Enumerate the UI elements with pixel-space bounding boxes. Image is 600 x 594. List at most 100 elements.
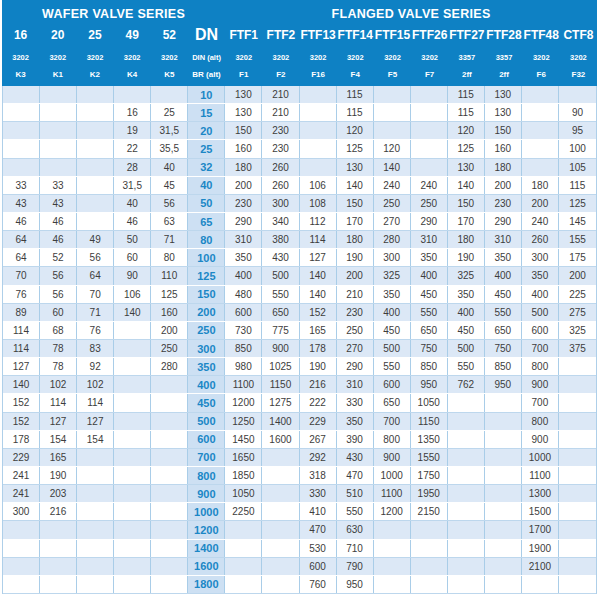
value-cell — [262, 576, 299, 593]
value-cell — [559, 394, 596, 411]
value-cell — [448, 394, 485, 411]
value-cell: 130 — [225, 86, 262, 103]
column-code-label: 2ff — [499, 70, 509, 79]
dn-cell: 50 — [188, 195, 225, 212]
value-cell: 60 — [40, 304, 77, 321]
table-row-dn-20: 1931,52015023012012015095 — [3, 122, 596, 140]
table-row-dn-150: 7656701061251504805501402103504503504504… — [3, 286, 596, 304]
column-name-label: FTF27 — [449, 26, 484, 44]
value-cell — [77, 140, 114, 157]
value-cell — [114, 503, 151, 520]
column-code-label: F7 — [425, 70, 434, 79]
value-cell: 300 — [262, 195, 299, 212]
value-cell — [151, 431, 188, 448]
dn-cell: 200 — [188, 304, 225, 321]
value-cell — [114, 521, 151, 538]
value-cell: 190 — [448, 249, 485, 266]
value-cell: 114 — [3, 340, 40, 357]
value-cell — [448, 467, 485, 484]
table-row-dn-500: 152127127500125014002293507001150800 — [3, 413, 596, 431]
dn-cell: 400 — [188, 376, 225, 393]
column-header-ftf13: FTF133202F16 — [300, 24, 337, 86]
value-cell: 600 — [522, 322, 559, 339]
value-cell: 152 — [3, 413, 40, 430]
value-cell — [40, 104, 77, 121]
dn-cell: 450 — [188, 394, 225, 411]
value-cell — [40, 540, 77, 557]
value-cell: 64 — [77, 267, 114, 284]
value-cell: 1850 — [225, 467, 262, 484]
value-cell: 350 — [337, 413, 374, 430]
value-cell — [559, 86, 596, 103]
table-row-dn-600: 178154154600145016002673908001350900 — [3, 431, 596, 449]
value-cell — [559, 503, 596, 520]
column-code-label: K1 — [53, 70, 63, 79]
column-name-label: 25 — [88, 26, 101, 44]
value-cell: 110 — [151, 267, 188, 284]
value-cell: 120 — [337, 122, 374, 139]
value-cell: 112 — [300, 213, 337, 230]
value-cell: 178 — [3, 431, 40, 448]
value-cell: 550 — [411, 304, 448, 321]
table-row-dn-1800: 1800760950 — [3, 576, 596, 594]
value-cell — [448, 503, 485, 520]
value-cell — [3, 540, 40, 557]
value-cell — [77, 576, 114, 593]
value-cell: 710 — [337, 540, 374, 557]
value-cell: 210 — [262, 86, 299, 103]
value-cell: 180 — [485, 159, 522, 176]
value-cell — [374, 86, 411, 103]
value-cell: 140 — [374, 159, 411, 176]
value-cell: 52 — [40, 249, 77, 266]
value-cell: 178 — [300, 340, 337, 357]
value-cell: 203 — [40, 485, 77, 502]
value-cell: 210 — [262, 104, 299, 121]
value-cell — [559, 540, 596, 557]
value-cell: 1100 — [374, 485, 411, 502]
value-cell — [411, 521, 448, 538]
value-cell: 950 — [337, 576, 374, 593]
value-cell: 1450 — [225, 431, 262, 448]
value-cell: 200 — [522, 195, 559, 212]
column-code-label: F1 — [239, 70, 248, 79]
column-name-label: 49 — [125, 26, 138, 44]
value-cell: 140 — [300, 267, 337, 284]
value-cell: 260 — [262, 177, 299, 194]
value-cell: 120 — [448, 122, 485, 139]
value-cell: 650 — [262, 304, 299, 321]
value-cell: 46 — [3, 213, 40, 230]
value-cell: 775 — [262, 322, 299, 339]
value-cell: 150 — [337, 195, 374, 212]
value-cell — [114, 485, 151, 502]
dn-cell: 25 — [188, 140, 225, 157]
value-cell: 500 — [374, 340, 411, 357]
value-cell: 50 — [114, 231, 151, 248]
value-cell — [374, 540, 411, 557]
value-cell: 450 — [411, 286, 448, 303]
column-header-25: 253202K2 — [76, 24, 113, 86]
value-cell: 500 — [262, 267, 299, 284]
value-cell: 49 — [77, 231, 114, 248]
value-cell — [3, 558, 40, 575]
table-row-dn-32: 284032180260130140130180105 — [3, 159, 596, 177]
value-cell: 180 — [448, 231, 485, 248]
value-cell — [448, 431, 485, 448]
value-cell — [522, 104, 559, 121]
value-cell: 190 — [40, 467, 77, 484]
value-cell: 1600 — [262, 431, 299, 448]
value-cell — [77, 503, 114, 520]
value-cell: 800 — [522, 358, 559, 375]
table-row-dn-15: 16251513021011511513090 — [3, 104, 596, 122]
column-code-label: F2 — [276, 70, 285, 79]
value-cell: 152 — [3, 394, 40, 411]
value-cell — [114, 576, 151, 593]
value-cell: 330 — [337, 394, 374, 411]
value-cell — [77, 177, 114, 194]
table-body: 1013021011511513016251513021011511513090… — [2, 86, 597, 594]
value-cell — [448, 521, 485, 538]
value-cell: 267 — [300, 431, 337, 448]
column-std-label: 3202 — [310, 53, 327, 62]
value-cell: 120 — [374, 140, 411, 157]
column-name-label: 20 — [51, 26, 64, 44]
value-cell — [3, 86, 40, 103]
